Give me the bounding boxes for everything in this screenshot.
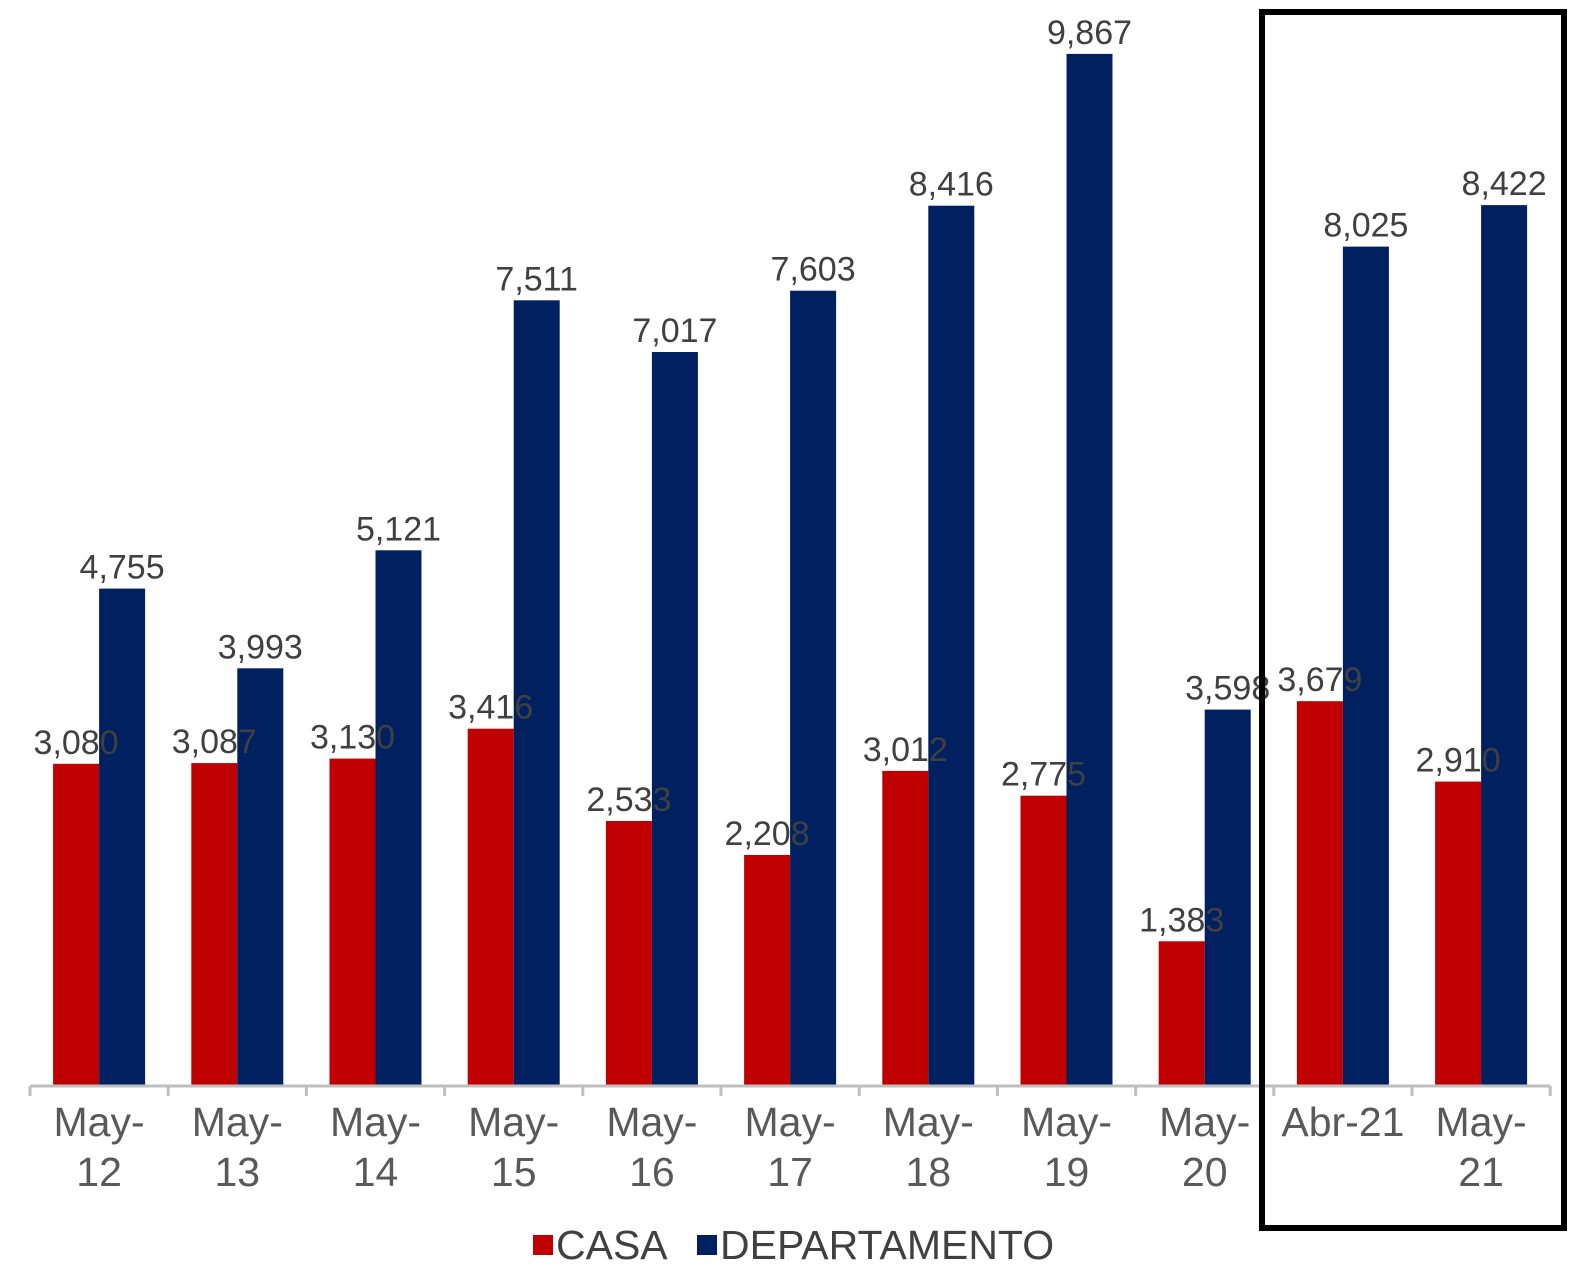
x-axis-labels: May-12 May-13 May-14 May-15 May-16 May-17 May-… <box>54 1099 1527 1195</box>
x-axis-ticks <box>28 1086 1552 1096</box>
bar-departamento-3 <box>513 300 560 1086</box>
value-label-departamento-1: 3,993 <box>218 628 303 666</box>
value-label-departamento-2: 5,121 <box>356 510 441 548</box>
value-label-casa-6: 3,012 <box>863 731 948 769</box>
bar-departamento-5 <box>790 290 837 1086</box>
x-tick-label-7: May-19 <box>1021 1099 1112 1195</box>
bar-casa-7 <box>1020 795 1067 1086</box>
value-label-casa-7: 2,775 <box>1001 756 1086 794</box>
bar-departamento-8 <box>1204 709 1251 1086</box>
legend-swatch-departamento <box>697 1235 717 1255</box>
value-label-departamento-9: 8,025 <box>1323 207 1408 245</box>
x-tick-label-4: May-16 <box>606 1099 697 1195</box>
value-label-casa-8: 1,383 <box>1139 901 1224 939</box>
value-label-departamento-6: 8,416 <box>909 166 994 204</box>
x-tick-label-5: May-17 <box>745 1099 836 1195</box>
value-label-departamento-0: 4,755 <box>80 549 165 587</box>
legend-swatch-casa <box>533 1235 553 1255</box>
value-label-departamento-3: 7,511 <box>495 260 578 298</box>
bar-casa-1 <box>191 763 238 1086</box>
value-label-casa-3: 3,416 <box>448 689 533 727</box>
bar-departamento-10 <box>1481 205 1528 1087</box>
value-label-casa-1: 3,087 <box>172 723 257 761</box>
value-label-departamento-5: 7,603 <box>771 251 856 289</box>
bar-casa-8 <box>1158 941 1205 1086</box>
bar-departamento-4 <box>651 352 698 1086</box>
legend: CASA DEPARTAMENTO <box>533 1222 1054 1268</box>
value-label-departamento-8: 3,598 <box>1185 670 1270 708</box>
legend-label-departamento: DEPARTAMENTO <box>720 1222 1054 1268</box>
bar-departamento-1 <box>237 668 284 1086</box>
value-label-casa-5: 2,208 <box>725 815 810 853</box>
x-tick-label-1: May-13 <box>192 1099 283 1195</box>
bar-departamento-6 <box>928 205 975 1086</box>
x-tick-label-2: May-14 <box>330 1099 421 1195</box>
x-tick-label-9: Abr-21 <box>1281 1099 1404 1145</box>
highlight-box <box>1259 9 1567 1231</box>
bar-casa-6 <box>882 770 929 1086</box>
x-tick-label-6: May-18 <box>883 1099 974 1195</box>
value-label-casa-4: 2,533 <box>586 781 671 819</box>
bar-departamento-0 <box>99 588 146 1086</box>
bar-casa-3 <box>467 728 514 1086</box>
value-label-casa-10: 2,910 <box>1416 742 1501 780</box>
value-label-departamento-10: 8,422 <box>1462 165 1547 203</box>
legend-label-casa: CASA <box>556 1222 668 1268</box>
value-label-casa-2: 3,130 <box>310 719 395 757</box>
bar-casa-9 <box>1296 701 1343 1086</box>
value-label-casa-0: 3,080 <box>34 724 119 762</box>
bar-departamento-9 <box>1342 246 1389 1087</box>
x-tick-label-0: May-12 <box>54 1099 145 1195</box>
bar-casa-10 <box>1435 781 1482 1086</box>
bar-casa-0 <box>53 763 100 1086</box>
value-label-departamento-4: 7,017 <box>632 312 717 350</box>
x-tick-label-10: May-21 <box>1436 1099 1527 1195</box>
bars-layer <box>53 53 1528 1087</box>
value-labels-layer: 3,080 4,755 3,087 3,993 3,130 5,121 3,416 7,511… <box>34 14 1547 939</box>
value-label-departamento-7: 9,867 <box>1047 14 1132 52</box>
value-label-casa-9: 3,679 <box>1277 661 1362 699</box>
bar-casa-5 <box>744 855 791 1086</box>
bar-departamento-2 <box>375 550 422 1086</box>
bar-casa-4 <box>605 821 652 1086</box>
x-tick-label-3: May-15 <box>468 1099 559 1195</box>
bar-departamento-7 <box>1066 53 1113 1086</box>
bar-casa-2 <box>329 758 376 1086</box>
x-tick-label-8: May-20 <box>1159 1099 1250 1195</box>
